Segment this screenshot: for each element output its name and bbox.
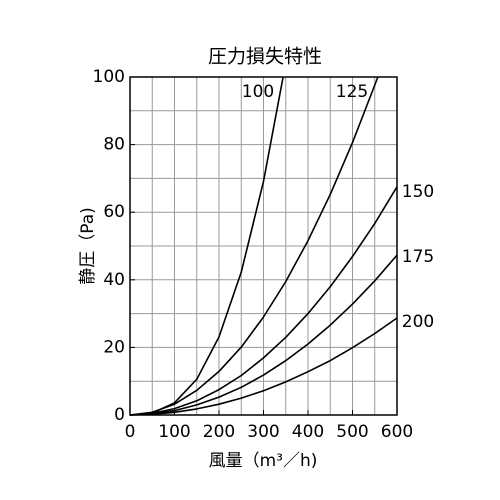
y-tick-label: 100 (93, 67, 125, 87)
x-tick-label: 200 (203, 422, 235, 442)
y-tick-label: 0 (114, 405, 125, 425)
curve (129, 317, 398, 416)
y-axis-label: 静圧（Pa) (78, 207, 98, 285)
y-tick-label: 60 (103, 202, 125, 222)
curve (129, 186, 398, 416)
curve (129, 76, 379, 416)
chart-title: 圧力損失特性 (208, 46, 322, 68)
x-tick-label: 300 (247, 422, 279, 442)
x-tick-label: 0 (125, 422, 136, 442)
x-tick-label: 600 (381, 422, 413, 442)
x-tick-label: 500 (336, 422, 368, 442)
y-tick-label: 40 (103, 270, 125, 290)
x-tick-label: 100 (158, 422, 190, 442)
curve-label: 100 (242, 82, 274, 102)
curve-label: 175 (402, 247, 434, 267)
x-axis-label: 風量（m³／h) (209, 451, 318, 471)
curve-label: 125 (336, 82, 368, 102)
curve (129, 254, 398, 416)
y-tick-label: 80 (103, 135, 125, 155)
curve-label: 150 (402, 182, 434, 202)
y-tick-label: 20 (103, 337, 125, 357)
x-tick-label: 400 (292, 422, 324, 442)
curve-label: 200 (402, 312, 434, 332)
